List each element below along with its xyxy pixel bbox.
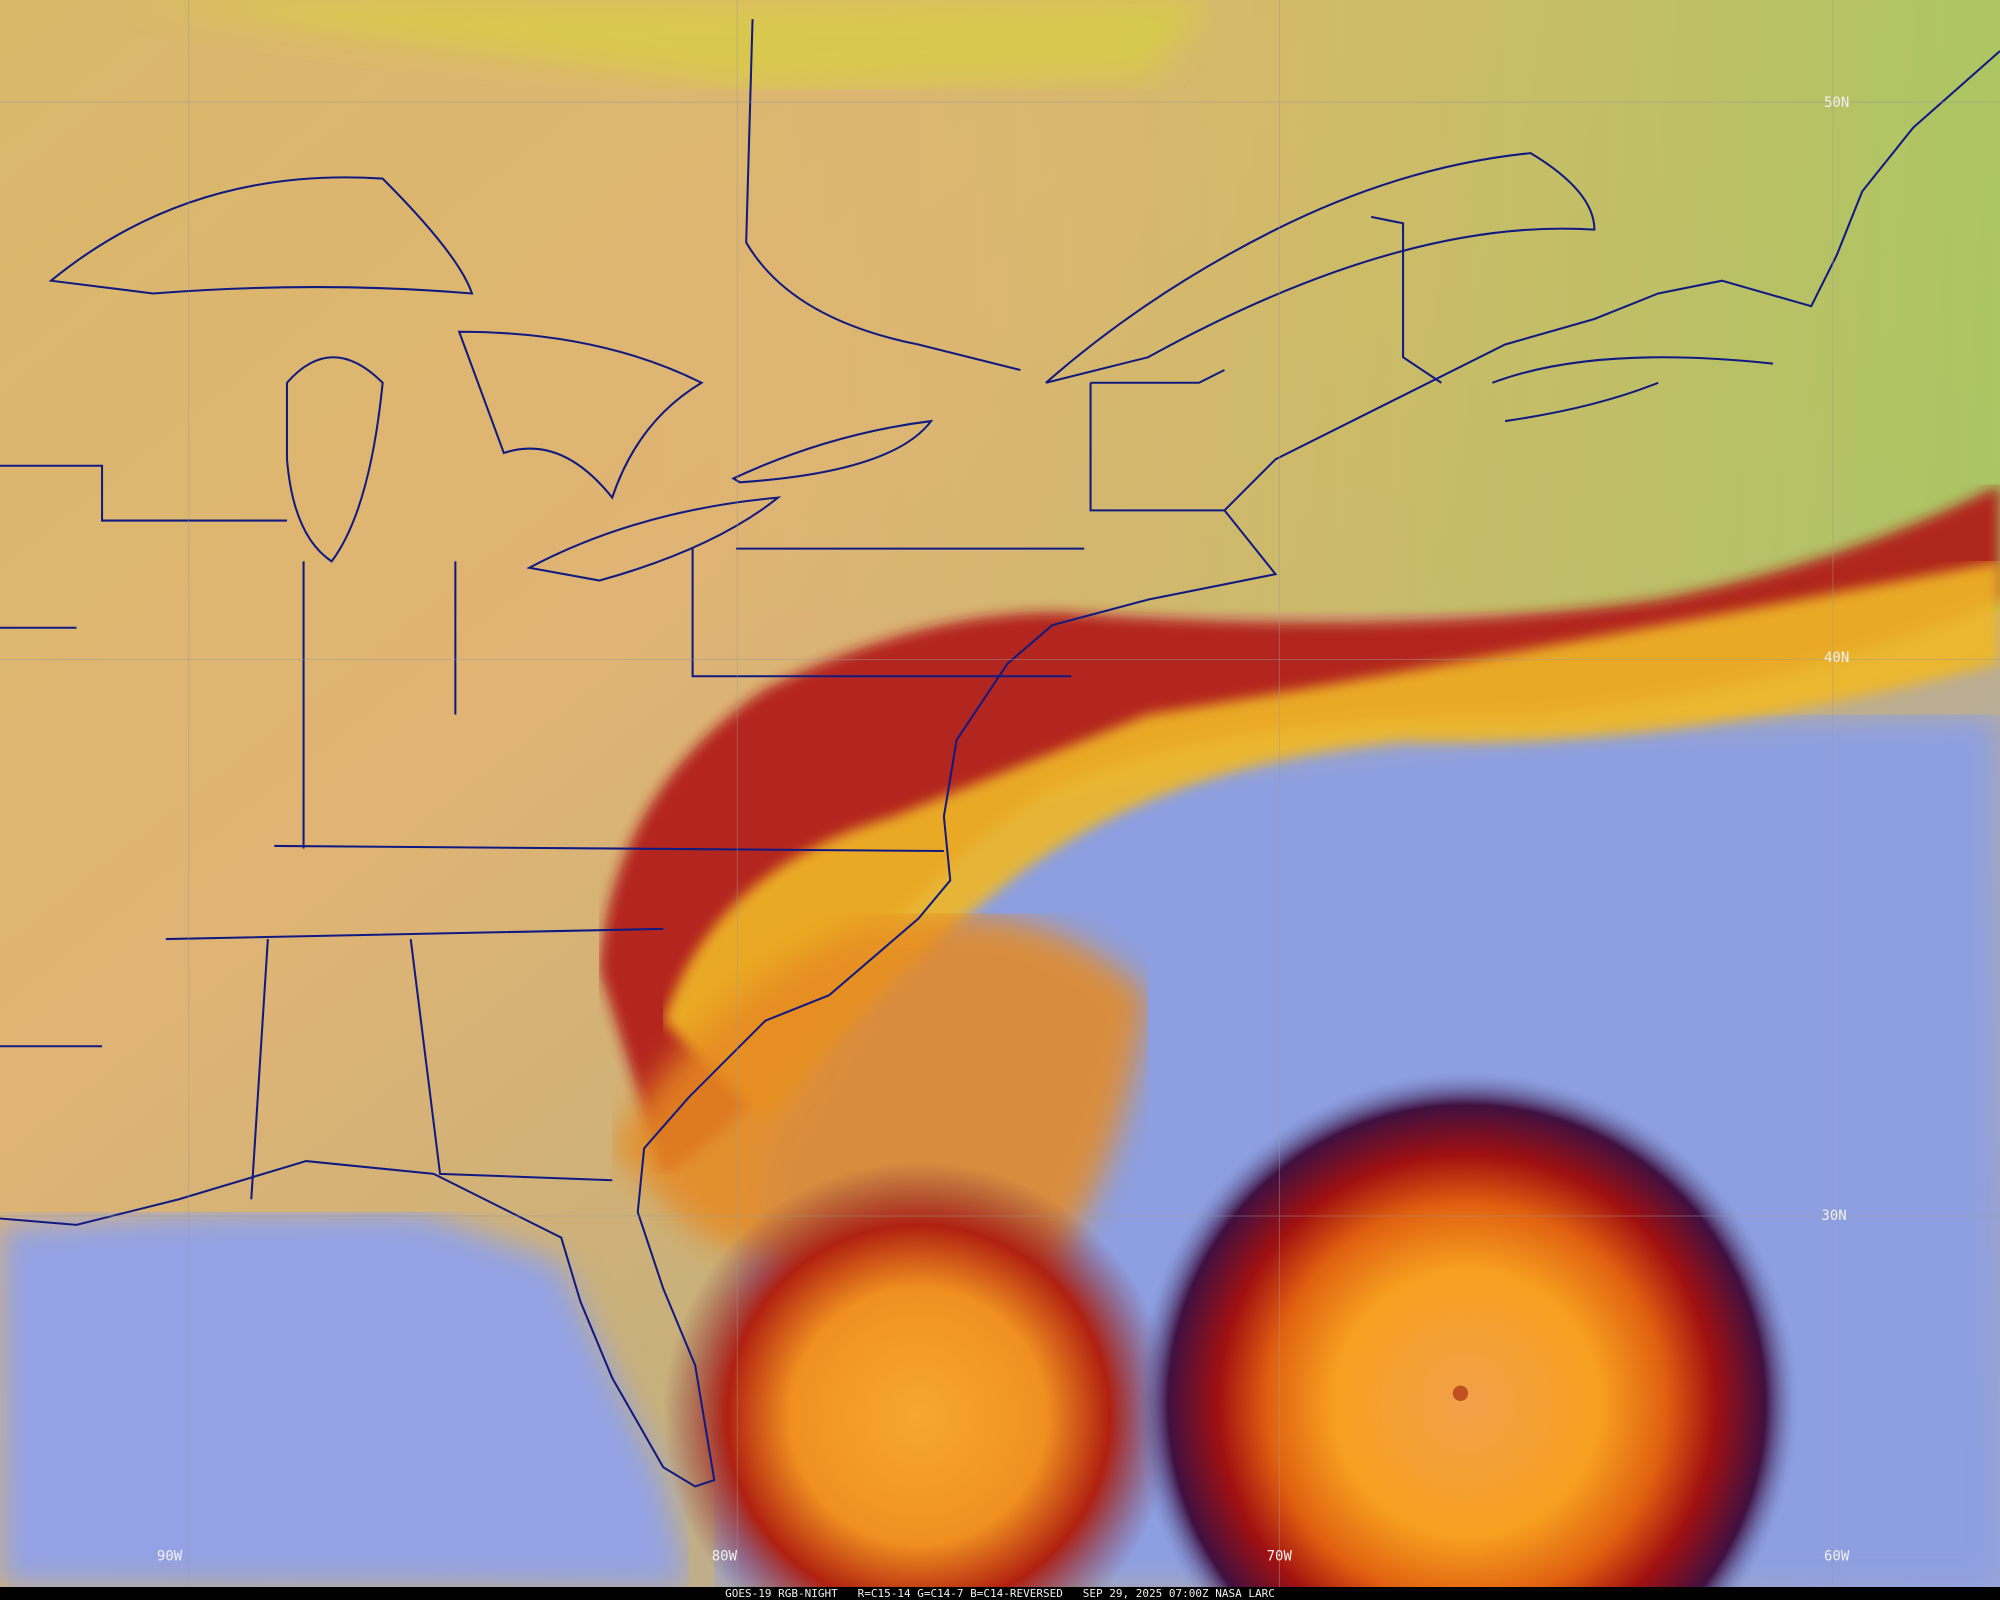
lat-label: 40N xyxy=(1824,650,1849,666)
hurricane-imelda-cloud xyxy=(663,1161,1174,1588)
gulf-ocean-clear xyxy=(0,1212,689,1588)
image-caption-bar: GOES-19 RGB-NIGHT R=C15-14 G=C14-7 B=C14… xyxy=(0,1587,2000,1600)
grid-labels: 90W 80W 70W 60W 50N 40N 30N xyxy=(157,95,1850,1564)
datetime: SEP 29, 2025 07:00Z xyxy=(1082,1587,1209,1600)
lat-label: 30N xyxy=(1821,1208,1846,1224)
rgb-recipe: R=C15-14 G=C14-7 B=C14-REVERSED xyxy=(857,1587,1063,1600)
lon-label: 70W xyxy=(1267,1548,1293,1564)
hurricane-eye xyxy=(1452,1385,1469,1401)
canada-clear-region xyxy=(637,0,2000,613)
coastlines-and-borders xyxy=(0,19,2000,1488)
product-name: GOES-19 RGB-NIGHT xyxy=(725,1587,838,1600)
lon-label: 90W xyxy=(157,1548,183,1564)
source: NASA LARC xyxy=(1215,1587,1275,1600)
lon-label: 60W xyxy=(1824,1548,1850,1564)
frontal-cloud-band-yellow xyxy=(663,561,2000,1123)
lon-label: 80W xyxy=(712,1548,738,1564)
hurricane-humberto-cloud xyxy=(1135,1071,1799,1588)
lat-label: 50N xyxy=(1824,95,1849,111)
northern-cloud-band xyxy=(127,0,1212,90)
